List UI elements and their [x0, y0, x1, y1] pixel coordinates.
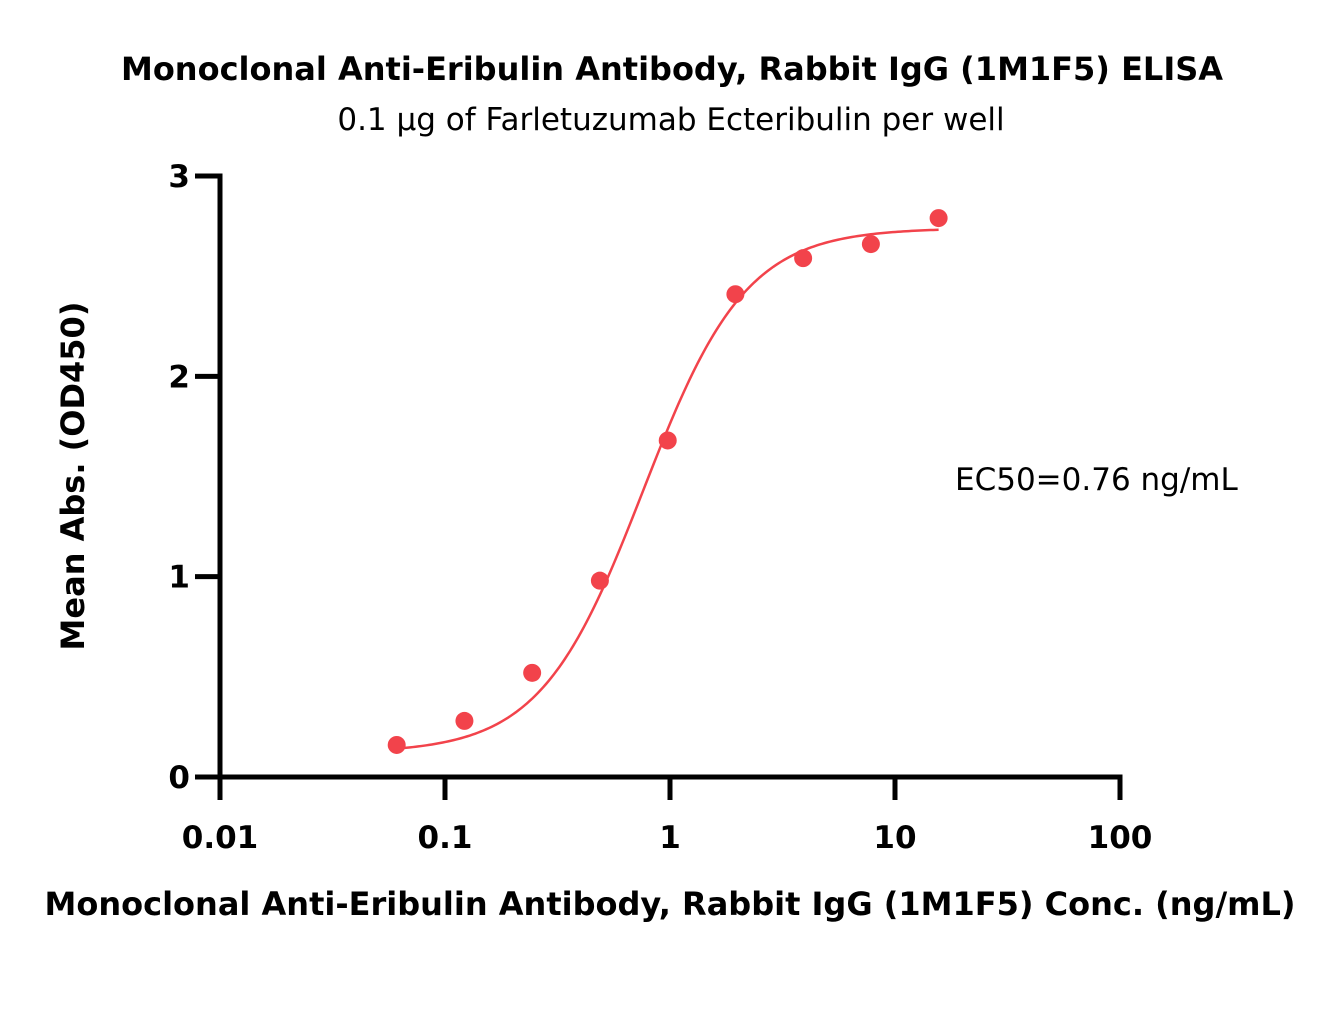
x-ticks: 0.01 0.1 1 10 100: [182, 777, 1153, 856]
y-tick-label: 3: [168, 159, 190, 195]
x-tick-label: 1: [659, 820, 681, 856]
data-point: [455, 711, 474, 730]
chart-subtitle: 0.1 μg of Farletuzumab Ecteribulin per w…: [337, 102, 1004, 138]
data-points-layer: [387, 209, 948, 754]
x-tick-label: 0.1: [418, 820, 473, 856]
y-tick-label: 1: [168, 560, 190, 596]
fit-curve-layer: [396, 228, 939, 750]
y-tick-label: 0: [168, 760, 190, 796]
y-ticks: 0 1 2 3: [168, 159, 220, 796]
x-tick-label: 10: [873, 820, 916, 856]
data-point: [726, 285, 745, 304]
data-point: [861, 235, 880, 254]
x-axis-label: Monoclonal Anti-Eribulin Antibody, Rabbi…: [45, 885, 1296, 923]
chart-title: Monoclonal Anti-Eribulin Antibody, Rabbi…: [121, 50, 1223, 88]
fit-curve: [396, 228, 939, 750]
ec50-annotation: EC50=0.76 ng/mL: [955, 462, 1238, 498]
data-point: [387, 735, 406, 754]
data-point: [929, 209, 948, 228]
data-point: [658, 431, 677, 450]
x-tick-label: 100: [1088, 820, 1153, 856]
x-tick-label: 0.01: [182, 820, 259, 856]
y-axis-label: Mean Abs. (OD450): [54, 302, 92, 651]
data-point: [590, 571, 609, 590]
data-point: [523, 663, 542, 682]
data-point: [794, 249, 813, 268]
y-tick-label: 2: [168, 359, 190, 395]
